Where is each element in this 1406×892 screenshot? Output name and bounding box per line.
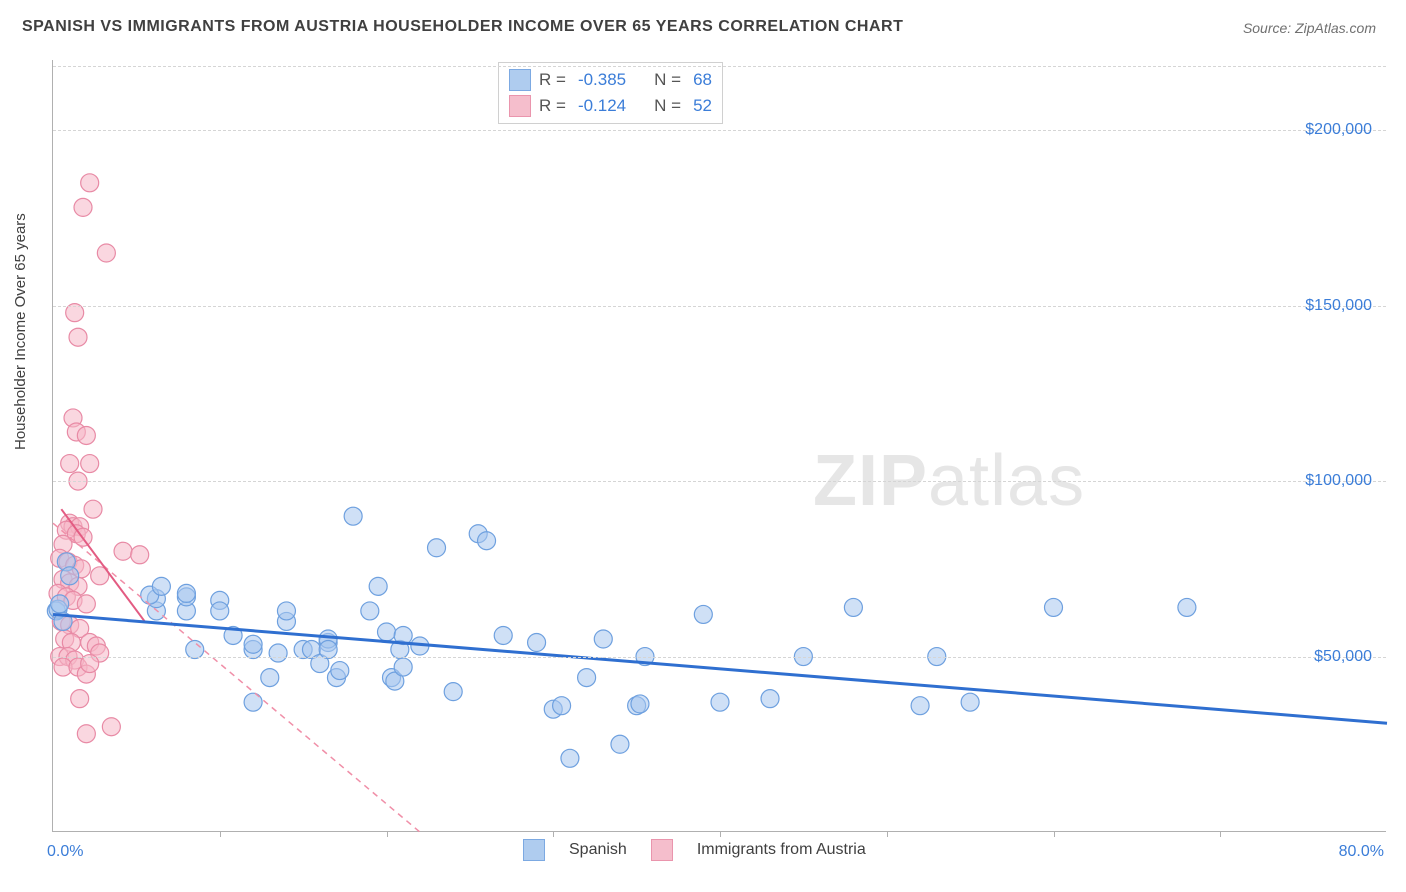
data-point <box>131 546 149 564</box>
y-tick-label: $50,000 <box>1314 648 1372 666</box>
gridline <box>53 657 1386 658</box>
data-point <box>51 595 69 613</box>
data-point <box>244 693 262 711</box>
y-tick-label: $200,000 <box>1305 121 1372 139</box>
swatch-spanish-bottom <box>523 839 545 861</box>
y-tick-label: $100,000 <box>1305 472 1372 490</box>
legend-label-austria: Immigrants from Austria <box>697 841 866 859</box>
gridline <box>53 481 1386 482</box>
data-point <box>631 695 649 713</box>
bottom-legend: Spanish Immigrants from Austria <box>523 839 866 861</box>
data-point <box>369 577 387 595</box>
legend-label-spanish: Spanish <box>569 841 627 859</box>
data-point <box>611 735 629 753</box>
data-point <box>844 598 862 616</box>
x-tick <box>1220 831 1221 837</box>
data-point <box>244 635 262 653</box>
data-point <box>553 697 571 715</box>
data-point <box>494 626 512 644</box>
data-point <box>428 539 446 557</box>
data-point <box>77 426 95 444</box>
data-point <box>594 630 612 648</box>
plot-area: ZIPatlas R = -0.385 N = 68 R = -0.124 N … <box>52 60 1386 832</box>
x-tick <box>387 831 388 837</box>
data-point <box>71 690 89 708</box>
data-point <box>81 174 99 192</box>
data-point <box>444 683 462 701</box>
data-point <box>911 697 929 715</box>
data-point <box>561 749 579 767</box>
data-point <box>1045 598 1063 616</box>
data-point <box>84 500 102 518</box>
x-tick <box>720 831 721 837</box>
x-min-label: 0.0% <box>47 843 83 861</box>
data-point <box>331 662 349 680</box>
gridline <box>53 130 1386 131</box>
data-point <box>344 507 362 525</box>
data-point <box>361 602 379 620</box>
gridline <box>53 66 1386 67</box>
data-point <box>69 328 87 346</box>
y-tick-label: $150,000 <box>1305 297 1372 315</box>
data-point <box>77 725 95 743</box>
data-point <box>261 669 279 687</box>
x-tick <box>1054 831 1055 837</box>
data-point <box>97 244 115 262</box>
data-point <box>74 198 92 216</box>
data-point <box>269 644 287 662</box>
data-point <box>61 567 79 585</box>
data-point <box>77 595 95 613</box>
data-point <box>211 602 229 620</box>
data-point <box>394 658 412 676</box>
chart-title: SPANISH VS IMMIGRANTS FROM AUSTRIA HOUSE… <box>22 18 903 36</box>
data-point <box>961 693 979 711</box>
swatch-austria-bottom <box>651 839 673 861</box>
data-point <box>114 542 132 560</box>
data-point <box>711 693 729 711</box>
data-point <box>694 605 712 623</box>
data-point <box>152 577 170 595</box>
data-point <box>761 690 779 708</box>
data-point <box>478 532 496 550</box>
data-point <box>61 455 79 473</box>
x-tick <box>220 831 221 837</box>
gridline <box>53 306 1386 307</box>
scatter-plot <box>53 60 1386 831</box>
data-point <box>102 718 120 736</box>
x-tick <box>887 831 888 837</box>
source-attribution: Source: ZipAtlas.com <box>1243 20 1376 36</box>
data-point <box>528 634 546 652</box>
y-axis-label: Householder Income Over 65 years <box>12 213 29 450</box>
data-point <box>578 669 596 687</box>
data-point <box>1178 598 1196 616</box>
x-max-label: 80.0% <box>1339 843 1384 861</box>
data-point <box>81 455 99 473</box>
data-point <box>177 584 195 602</box>
data-point <box>277 602 295 620</box>
data-point <box>378 623 396 641</box>
x-tick <box>553 831 554 837</box>
